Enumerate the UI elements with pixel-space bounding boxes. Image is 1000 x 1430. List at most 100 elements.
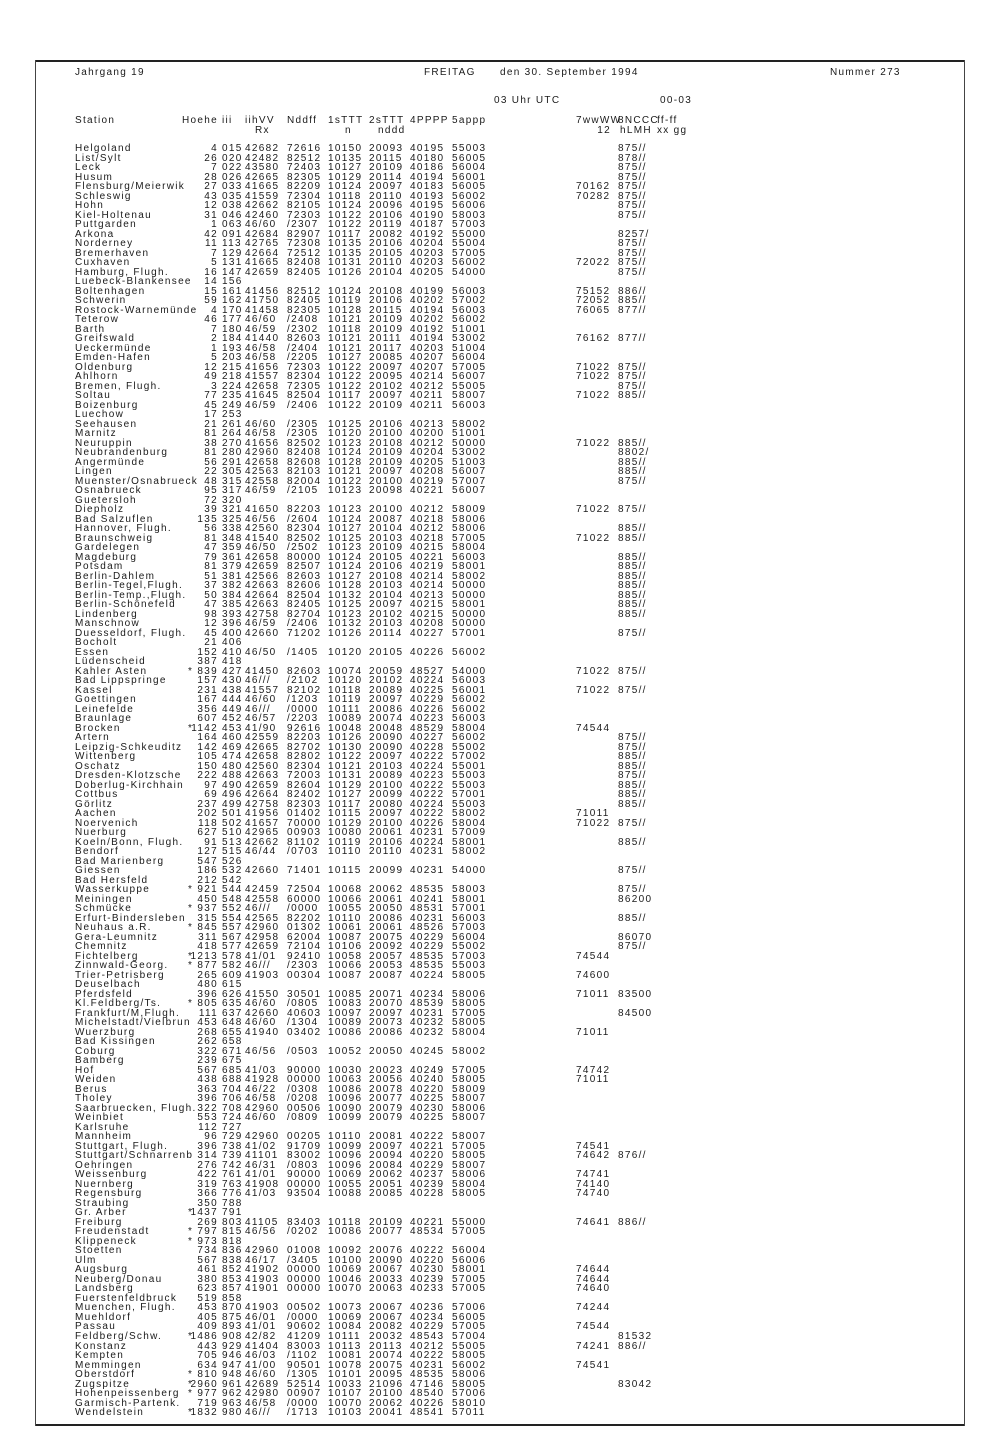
cell-nddff: 82202 bbox=[287, 912, 322, 924]
cell-iii: 852 bbox=[222, 1264, 243, 1276]
cell-4pppp: 40208 bbox=[410, 618, 445, 630]
cell-iii: 382 bbox=[222, 580, 243, 592]
cell-2sttt: 20109 bbox=[369, 1216, 404, 1228]
cell-iii: 963 bbox=[222, 1397, 243, 1409]
cell-station-name: Stoetten bbox=[75, 1245, 123, 1257]
cell-8nccc: 885// bbox=[618, 751, 647, 763]
table-row: Luechow 17 253 bbox=[0, 410, 1000, 420]
cell-5appp: 57005 bbox=[452, 1273, 487, 1285]
cell-hoehe: 396 bbox=[197, 988, 218, 1000]
cell-5appp: 57005 bbox=[452, 1226, 487, 1238]
cell-nddff: /2105 bbox=[287, 485, 319, 497]
cell-1sttt: 10118 bbox=[328, 1216, 362, 1228]
cell-2sttt: 20097 bbox=[369, 751, 404, 763]
cell-2sttt: 20033 bbox=[369, 1273, 404, 1285]
cell-station-name: Luebeck-Blankensee bbox=[75, 276, 192, 288]
col-1sttt-sub: n bbox=[345, 125, 352, 136]
cell-5appp: 57009 bbox=[452, 827, 487, 839]
cell-8nccc: 875// bbox=[618, 732, 647, 744]
cell-hoehe: 37 bbox=[204, 580, 218, 592]
cell-station-name: Barth bbox=[75, 323, 106, 335]
cell-7wwww: 71022 bbox=[576, 437, 611, 449]
cell-iihvv: 42659 bbox=[245, 561, 280, 573]
cell-hoehe: 396 bbox=[197, 1140, 218, 1152]
cell-iihvv: 46/// bbox=[245, 675, 271, 687]
table-row: Hof 567 685 41/03 90000 10030 20023 40249 57005 7… bbox=[0, 1065, 1000, 1076]
cell-hoehe: 315 bbox=[197, 912, 218, 924]
cell-station-name: Bendorf bbox=[75, 846, 120, 858]
table-row: Boizenburg 45 249 46/59/2406 10122 20109 40211… bbox=[0, 400, 1000, 411]
cell-2sttt: 20105 bbox=[369, 551, 404, 563]
cell-5appp: 58001 bbox=[452, 893, 487, 905]
cell-7wwww: 76065 bbox=[576, 304, 611, 316]
cell-nddff: 00000 bbox=[287, 1264, 322, 1276]
cell-station-name: Chemnitz bbox=[75, 941, 128, 953]
cell-station-name: Hohenpeissenberg bbox=[75, 1388, 180, 1400]
cell-nddff: 82303 bbox=[287, 798, 322, 810]
col-iihvv: iihVV bbox=[245, 115, 275, 126]
table-row: Berlin-Dahlem 51 381 42566 82603 10127 20108 40… bbox=[0, 571, 1000, 582]
cell-hoehe: 49 bbox=[204, 371, 218, 383]
cell-iihvv: 42958 bbox=[245, 931, 280, 943]
cell-2sttt: 20089 bbox=[369, 770, 404, 782]
cell-2sttt: 20095 bbox=[369, 371, 404, 383]
cell-hoehe: 59 bbox=[204, 295, 218, 307]
cell-1sttt: 10123 bbox=[328, 542, 363, 554]
cell-iii: 776 bbox=[222, 1188, 243, 1200]
cell-1sttt: 10046 bbox=[328, 1273, 363, 1285]
cell-5appp: 56004 bbox=[452, 931, 487, 943]
cell-station-name: Oehringen bbox=[75, 1159, 134, 1171]
cell-2sttt: 20061 bbox=[369, 922, 404, 934]
cell-5appp: 58002 bbox=[452, 846, 487, 858]
table-row: Artern 164 460 42559 82203 10126 20090 40227 560… bbox=[0, 733, 1000, 743]
cell-8nccc: 875// bbox=[618, 941, 647, 953]
cell-1sttt: 10100 bbox=[328, 1254, 363, 1266]
cell-hoehe: 1213 bbox=[190, 950, 218, 962]
cell-7wwww: 76162 bbox=[576, 333, 611, 345]
cell-4pppp: 40205 bbox=[410, 456, 445, 468]
cell-iihvv: 41/90 bbox=[245, 722, 277, 734]
cell-iii: 385 bbox=[222, 599, 243, 611]
col-1sttt: 1sTTT bbox=[328, 115, 364, 126]
table-row: Nuernberg 319 763 41908 00000 10055 20051 40239… bbox=[0, 1179, 1000, 1190]
cell-2sttt: 20076 bbox=[369, 1245, 404, 1257]
cell-iii: 615 bbox=[222, 979, 243, 991]
cell-station-name: Aachen bbox=[75, 808, 117, 820]
cell-station-name: Muehldorf bbox=[75, 1311, 132, 1323]
cell-7wwww: 71011 bbox=[576, 988, 610, 1000]
table-row: Bad Kissingen 262 658 bbox=[0, 1037, 1000, 1047]
cell-iihvv: 42758 bbox=[245, 798, 280, 810]
cell-station-name: Schmücke bbox=[75, 903, 133, 915]
bottom-rule bbox=[35, 1424, 965, 1426]
cell-1sttt: 10086 bbox=[328, 1226, 363, 1238]
table-row: Stuttgart/Schnarrenb 314 739 41101 83002 1009… bbox=[0, 1151, 1000, 1161]
cell-1sttt: 10127 bbox=[328, 162, 363, 173]
cell-station-name: Freudenstadt bbox=[75, 1226, 150, 1238]
cell-hoehe: 164 bbox=[197, 732, 218, 744]
cell-4pppp: 40218 bbox=[410, 532, 445, 544]
top-rule bbox=[35, 60, 965, 62]
cell-nddff: 82203 bbox=[287, 504, 322, 516]
cell-8nccc: 878// bbox=[618, 152, 647, 164]
cell-iihvv: 42660 bbox=[245, 865, 280, 877]
cell-iihvv: 41/01 bbox=[245, 1321, 277, 1333]
cell-1sttt: 10080 bbox=[328, 827, 363, 839]
cell-2sttt: 20110 bbox=[369, 257, 403, 269]
cell-4pppp: 40226 bbox=[410, 1397, 445, 1409]
cell-5appp: 54000 bbox=[452, 865, 487, 877]
cell-hoehe: 553 bbox=[197, 1112, 218, 1124]
cell-nddff: 80000 bbox=[287, 551, 322, 563]
cell-iihvv: 41450 bbox=[245, 665, 280, 677]
cell-1sttt: 10135 bbox=[328, 238, 363, 250]
cell-iihvv: 41540 bbox=[245, 532, 280, 544]
cell-1sttt: 10121 bbox=[328, 466, 363, 478]
cell-hoehe: 977 bbox=[197, 1388, 218, 1400]
cell-hoehe: 438 bbox=[197, 1074, 218, 1086]
cell-4pppp: 40228 bbox=[410, 741, 445, 753]
cell-station-name: Helgoland bbox=[75, 143, 132, 154]
cell-4pppp: 48527 bbox=[410, 665, 445, 677]
cell-hoehe: 72 bbox=[204, 494, 218, 506]
cell-station-name: Lingen bbox=[75, 466, 113, 478]
cell-2sttt: 20056 bbox=[369, 1074, 404, 1086]
cell-8nccc: 885// bbox=[618, 437, 647, 449]
